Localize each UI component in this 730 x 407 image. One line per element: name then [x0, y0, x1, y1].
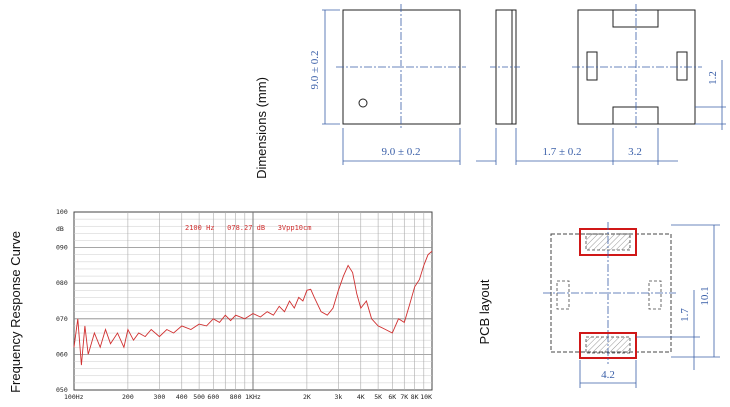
x-tick-label: 1KHz — [245, 393, 261, 401]
pcb-pad-width-dimension-text: 4.2 — [601, 369, 615, 381]
y-tick-label: 080 — [56, 279, 68, 287]
side-view — [490, 10, 522, 124]
gridlines — [74, 212, 432, 390]
y-tick-label: 100 — [56, 208, 68, 216]
dimensions-label: Dimensions (mm) — [254, 77, 269, 179]
x-tick-label: 200 — [122, 393, 134, 401]
x-tick-label: 3k — [334, 393, 342, 401]
y-unit-label: dB — [56, 225, 64, 233]
width-dimension-text: 9.0 ± 0.2 — [381, 146, 420, 158]
pcb-pad-left — [557, 281, 569, 309]
x-tick-label: 6K — [388, 393, 396, 401]
pad-right — [677, 52, 687, 80]
x-tick-label: 2K — [303, 393, 311, 401]
y-tick-label: 070 — [56, 315, 68, 323]
pad-top — [613, 10, 658, 27]
pcb-layout-drawing — [543, 222, 676, 364]
x-tick-label: 400 — [176, 393, 188, 401]
pad-height-dimension-text: 1.2 — [707, 71, 719, 85]
bottom-view — [572, 4, 702, 130]
y-tick-label: 090 — [56, 244, 68, 252]
x-tick-label: 800 — [230, 393, 242, 401]
x-axis-ticks: 100Hz 200 300 400 500 600 800 1KHz 2K 3k 4K 5K 6K 7K 8… — [64, 393, 432, 401]
x-tick-label: 600 — [207, 393, 219, 401]
pad-bottom — [613, 107, 658, 124]
thickness-dimension-text: 1.7 ± 0.2 — [542, 146, 581, 158]
pcb-inner-dimension-text: 1.7 — [679, 308, 691, 322]
x-tick-label: 7K — [400, 393, 408, 401]
x-tick-label: 10K — [420, 393, 432, 401]
pcb-layout-label: PCB layout — [477, 279, 492, 344]
x-tick-label: 8K — [411, 393, 419, 401]
chart-header-readout: 2100 Hz 078.27 dB 3Vpp10cm — [185, 224, 311, 232]
y-tick-label: 060 — [56, 350, 68, 358]
pad-width-dimension-text: 3.2 — [628, 146, 642, 158]
x-tick-label: 5K — [374, 393, 382, 401]
top-view-sound-hole — [359, 99, 367, 107]
top-view — [336, 4, 466, 130]
x-tick-label: 300 — [154, 393, 166, 401]
pcb-pad-right — [649, 281, 661, 309]
frequency-response-label: Frequency Response Curve — [8, 231, 23, 393]
pcb-outer-dimension-text: 10.1 — [699, 286, 711, 305]
height-dimension-text: 9.0 ± 0.2 — [309, 50, 321, 89]
x-tick-label: 100Hz — [64, 393, 84, 401]
x-tick-label: 500 — [193, 393, 205, 401]
pad-left — [587, 52, 597, 80]
x-tick-label: 4K — [357, 393, 365, 401]
